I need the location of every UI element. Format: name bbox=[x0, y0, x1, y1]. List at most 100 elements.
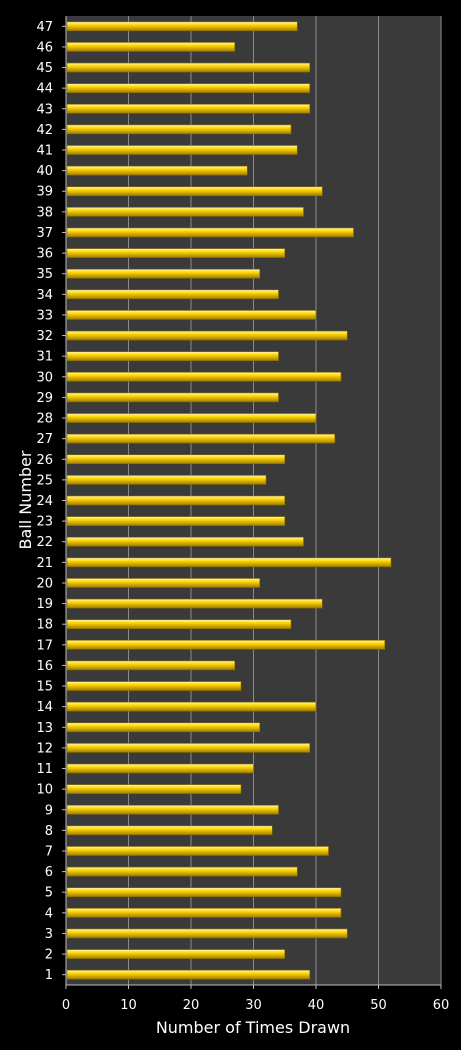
bar-19 bbox=[66, 598, 323, 609]
bar-45 bbox=[66, 62, 311, 73]
y-tick-label-46: 46 bbox=[36, 40, 53, 55]
bar-33 bbox=[66, 310, 317, 320]
y-tick-label-3: 3 bbox=[45, 927, 53, 942]
bar-17 bbox=[66, 640, 386, 650]
x-tick-labels: 0 10 20 30 40 50 60 bbox=[62, 985, 449, 1013]
y-tick-label-7: 7 bbox=[45, 844, 53, 859]
bar-36 bbox=[66, 248, 286, 258]
bar-10 bbox=[66, 784, 242, 794]
bar-27 bbox=[66, 433, 336, 444]
y-tick-label-15: 15 bbox=[36, 680, 53, 695]
bar-23 bbox=[66, 516, 286, 526]
y-tick-label-2: 2 bbox=[45, 948, 53, 963]
y-tick-label-40: 40 bbox=[36, 164, 53, 179]
bar-43 bbox=[66, 103, 311, 114]
y-tick-label-13: 13 bbox=[36, 721, 53, 736]
bar-28 bbox=[66, 413, 317, 423]
bar-1 bbox=[66, 969, 311, 980]
bar-34 bbox=[66, 289, 279, 300]
bar-30 bbox=[66, 371, 342, 382]
bar-29 bbox=[66, 392, 279, 403]
y-tick-label-28: 28 bbox=[36, 412, 53, 427]
y-tick-label-34: 34 bbox=[36, 288, 53, 303]
x-tick-label-40: 40 bbox=[308, 998, 325, 1013]
bar-40 bbox=[66, 165, 248, 176]
y-tick-label-4: 4 bbox=[45, 906, 53, 921]
y-tick-label-21: 21 bbox=[36, 556, 53, 571]
bar-37 bbox=[66, 227, 354, 238]
y-tick-labels: 1234567891011121314151617181920212223242… bbox=[36, 20, 66, 983]
bar-24 bbox=[66, 495, 286, 506]
y-tick-label-35: 35 bbox=[36, 267, 53, 282]
y-tick-label-45: 45 bbox=[36, 61, 53, 76]
bar-42 bbox=[66, 124, 292, 135]
y-tick-label-47: 47 bbox=[36, 20, 53, 35]
bar-41 bbox=[66, 145, 298, 155]
x-tick-label-60: 60 bbox=[433, 998, 450, 1013]
bar-11 bbox=[66, 763, 254, 774]
bar-14 bbox=[66, 701, 317, 712]
bar-7 bbox=[66, 846, 329, 856]
y-tick-label-32: 32 bbox=[36, 329, 53, 344]
bar-3 bbox=[66, 928, 348, 939]
y-tick-label-10: 10 bbox=[36, 783, 53, 798]
y-tick-label-24: 24 bbox=[36, 494, 53, 509]
bar-4 bbox=[66, 908, 342, 918]
x-tick-label-0: 0 bbox=[62, 998, 70, 1013]
y-tick-label-16: 16 bbox=[36, 659, 53, 674]
y-tick-label-18: 18 bbox=[36, 618, 53, 633]
bar-16 bbox=[66, 660, 236, 671]
y-tick-label-14: 14 bbox=[36, 700, 53, 715]
y-tick-label-8: 8 bbox=[45, 824, 53, 839]
bar-12 bbox=[66, 743, 311, 753]
y-tick-label-27: 27 bbox=[36, 432, 53, 447]
bar-25 bbox=[66, 475, 267, 485]
bar-35 bbox=[66, 268, 261, 279]
bar-32 bbox=[66, 330, 348, 341]
y-tick-label-39: 39 bbox=[36, 185, 53, 200]
y-tick-label-1: 1 bbox=[45, 968, 53, 983]
bar-18 bbox=[66, 619, 292, 630]
bar-20 bbox=[66, 578, 261, 588]
y-tick-label-37: 37 bbox=[36, 226, 53, 241]
x-tick-label-20: 20 bbox=[183, 998, 200, 1013]
bars bbox=[66, 21, 392, 980]
y-tick-label-36: 36 bbox=[36, 247, 53, 262]
y-tick-label-29: 29 bbox=[36, 391, 53, 406]
bar-21 bbox=[66, 557, 392, 568]
x-axis-title: Number of Times Drawn bbox=[156, 1018, 350, 1037]
bar-8 bbox=[66, 825, 273, 836]
x-tick-label-50: 50 bbox=[370, 998, 387, 1013]
y-tick-label-41: 41 bbox=[36, 144, 53, 159]
y-tick-label-42: 42 bbox=[36, 123, 53, 138]
bar-46 bbox=[66, 42, 236, 52]
y-tick-label-25: 25 bbox=[36, 473, 53, 488]
y-tick-label-6: 6 bbox=[45, 865, 53, 880]
y-tick-label-43: 43 bbox=[36, 102, 53, 117]
y-tick-label-33: 33 bbox=[36, 308, 53, 323]
x-tick-label-10: 10 bbox=[120, 998, 137, 1013]
bar-38 bbox=[66, 207, 304, 217]
y-tick-label-38: 38 bbox=[36, 205, 53, 220]
bar-13 bbox=[66, 722, 261, 733]
bar-2 bbox=[66, 949, 286, 959]
y-tick-label-22: 22 bbox=[36, 535, 53, 550]
bar-31 bbox=[66, 351, 279, 361]
y-tick-label-11: 11 bbox=[36, 762, 53, 777]
y-tick-label-23: 23 bbox=[36, 515, 53, 530]
y-tick-label-31: 31 bbox=[36, 350, 53, 365]
y-tick-label-19: 19 bbox=[36, 597, 53, 612]
y-tick-label-17: 17 bbox=[36, 638, 53, 653]
y-tick-label-12: 12 bbox=[36, 741, 53, 756]
x-tick-label-30: 30 bbox=[245, 998, 262, 1013]
y-tick-label-5: 5 bbox=[45, 886, 53, 901]
y-tick-label-44: 44 bbox=[36, 82, 53, 97]
y-axis-title: Ball Number bbox=[16, 450, 35, 549]
y-tick-label-20: 20 bbox=[36, 576, 53, 591]
bar-44 bbox=[66, 83, 311, 93]
bar-6 bbox=[66, 866, 298, 877]
bar-9 bbox=[66, 804, 279, 815]
bar-47 bbox=[66, 21, 298, 32]
bar-39 bbox=[66, 186, 323, 197]
